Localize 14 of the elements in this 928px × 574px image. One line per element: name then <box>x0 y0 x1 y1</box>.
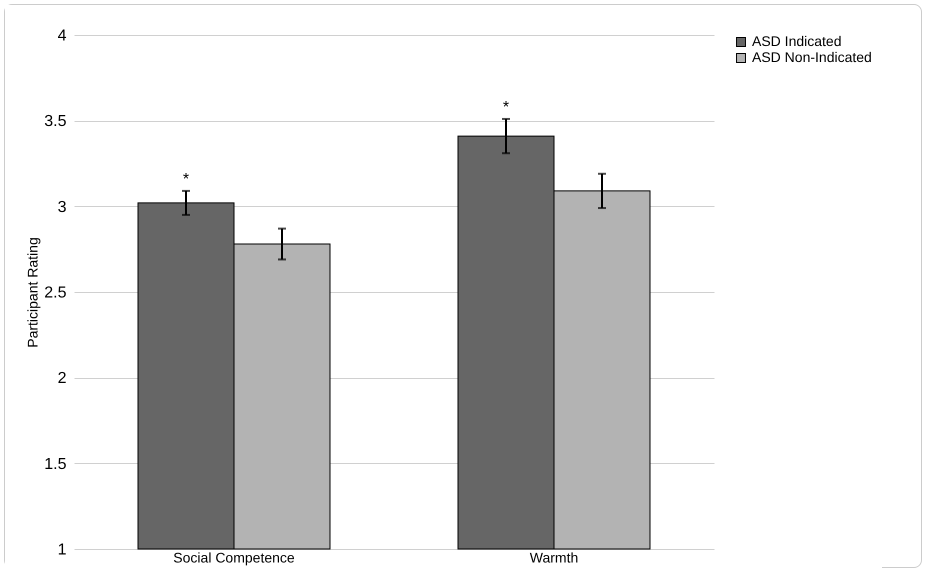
annotation: * <box>182 170 190 188</box>
y-axis-title: Participant Rating <box>24 237 40 348</box>
y-tick-label: 1.5 <box>44 456 67 473</box>
x-tick-label: Social Competence <box>173 550 295 566</box>
y-tick-label: 3.5 <box>44 113 67 130</box>
x-tick-label: Warmth <box>530 550 578 566</box>
y-tick-label: 1 <box>58 542 67 558</box>
legend-label: ASD Indicated <box>752 33 842 49</box>
y-tick-label: 2 <box>58 370 67 388</box>
legend-label: ASD Non-Indicated <box>752 49 872 65</box>
annotation: * <box>502 98 510 116</box>
y-tick-label: 2.5 <box>44 284 67 302</box>
y-tick-label: 4 <box>58 28 67 44</box>
y-tick-label: 3 <box>58 198 67 216</box>
